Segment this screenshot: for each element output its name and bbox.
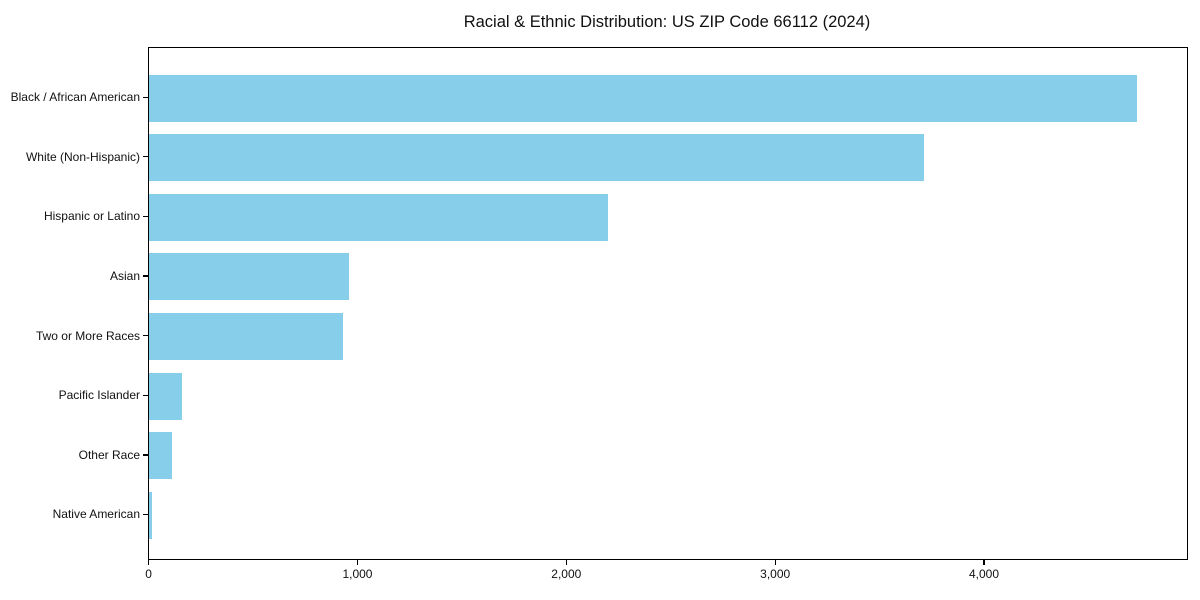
x-tick-label: 2,000 xyxy=(551,567,582,581)
y-axis-category-label: White (Non-Hispanic) xyxy=(25,149,140,164)
bar xyxy=(149,193,609,241)
x-tick-label: 1,000 xyxy=(342,567,373,581)
plot-area xyxy=(148,47,1188,560)
bar xyxy=(149,134,924,182)
y-axis-category-label: Asian xyxy=(109,268,140,283)
y-axis-category-label: Pacific Islander xyxy=(58,388,140,403)
x-tick-label: 4,000 xyxy=(968,567,1000,581)
y-tick-mark xyxy=(143,96,148,98)
bar xyxy=(149,253,350,301)
bar xyxy=(149,313,344,361)
y-axis-category-label: Hispanic or Latino xyxy=(43,209,140,224)
y-axis-category-label: Native American xyxy=(52,507,140,522)
x-tick-mark xyxy=(983,559,985,565)
y-tick-mark xyxy=(143,513,148,516)
bar xyxy=(149,372,183,420)
y-axis-category-label: Other Race xyxy=(78,447,140,462)
y-axis-category-label: Black / African American xyxy=(10,90,140,104)
x-tick-mark xyxy=(356,559,359,565)
x-tick-mark xyxy=(565,559,567,565)
bar xyxy=(149,491,153,539)
y-tick-mark xyxy=(143,454,148,456)
y-tick-mark xyxy=(143,156,148,158)
y-axis-category-label: Two or More Races xyxy=(35,328,140,343)
y-tick-mark xyxy=(143,215,148,217)
bar xyxy=(149,74,1137,122)
x-tick-label: 0 xyxy=(145,567,152,581)
x-tick-mark xyxy=(148,559,150,565)
y-tick-mark xyxy=(143,275,148,277)
x-tick-mark xyxy=(774,559,776,565)
chart-title: Racial & Ethnic Distribution: US ZIP Cod… xyxy=(463,13,871,31)
y-tick-mark xyxy=(143,394,148,396)
bar xyxy=(149,432,172,480)
y-tick-mark xyxy=(143,335,148,337)
x-tick-label: 3,000 xyxy=(760,567,791,581)
